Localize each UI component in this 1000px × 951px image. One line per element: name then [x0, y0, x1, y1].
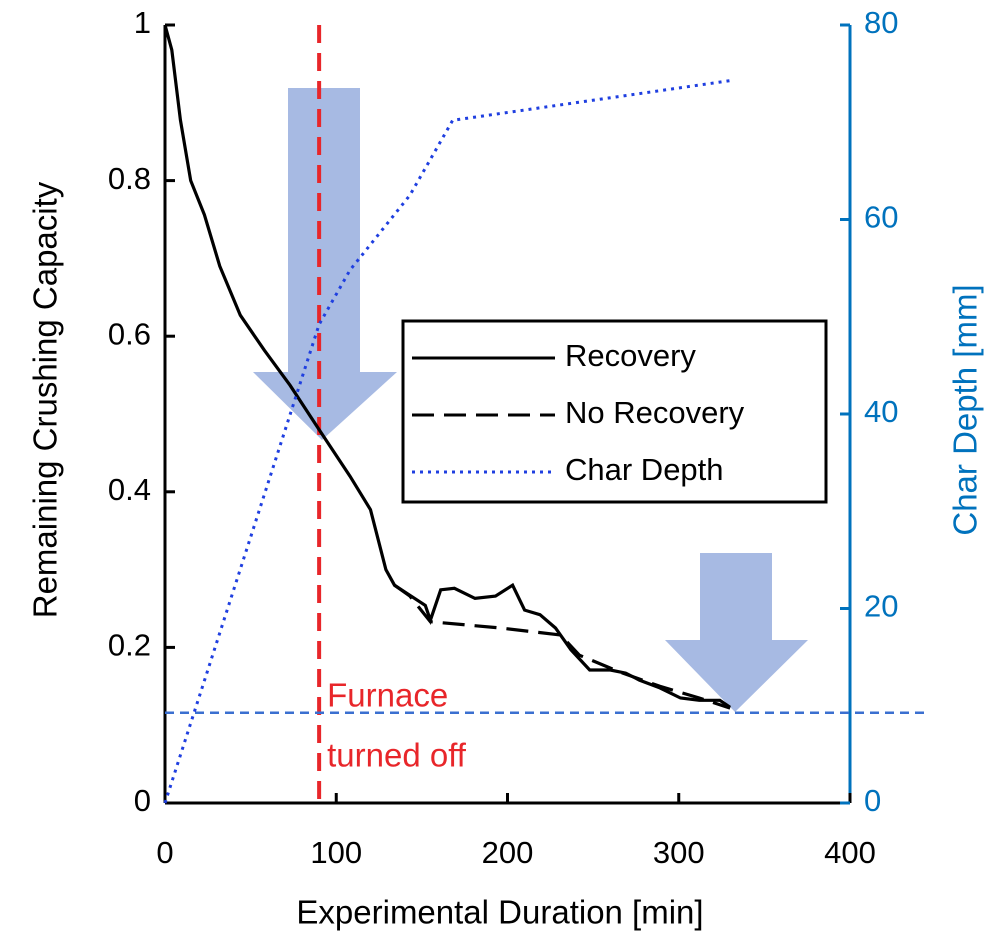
y-tick-label: 0.6	[108, 316, 151, 351]
highlight-arrow	[253, 88, 397, 440]
x-tick-label: 200	[482, 835, 534, 870]
y2-axis-label: Char Depth [mm]	[947, 284, 984, 535]
x-tick-label: 0	[156, 835, 173, 870]
series-line	[393, 583, 731, 710]
y2-tick-label: 80	[864, 5, 898, 40]
y-tick-label: 0.4	[108, 472, 151, 507]
y2-tick-label: 20	[864, 589, 898, 624]
x-tick-label: 300	[653, 835, 705, 870]
legend-label: Char Depth	[565, 452, 724, 487]
y2-tick-label: 40	[864, 394, 898, 429]
y-tick-label: 0.2	[108, 628, 151, 663]
highlight-arrow	[665, 553, 808, 712]
x-tick-label: 100	[310, 835, 362, 870]
x-tick-label: 400	[824, 835, 876, 870]
y-tick-label: 1	[134, 5, 151, 40]
legend-label: Recovery	[565, 338, 696, 373]
y-axis-label: Remaining Crushing Capacity	[27, 181, 64, 618]
annotation: turned off	[327, 737, 467, 774]
y2-tick-label: 0	[864, 783, 881, 818]
y2-tick-label: 60	[864, 200, 898, 235]
x-axis-label: Experimental Duration [min]	[296, 894, 703, 931]
legend-box	[401, 319, 828, 504]
y-tick-label: 0	[134, 783, 151, 818]
y-tick-label: 0.8	[108, 161, 151, 196]
annotation: Furnace	[327, 677, 448, 714]
legend-label: No Recovery	[565, 395, 745, 430]
series-line	[163, 78, 733, 804]
